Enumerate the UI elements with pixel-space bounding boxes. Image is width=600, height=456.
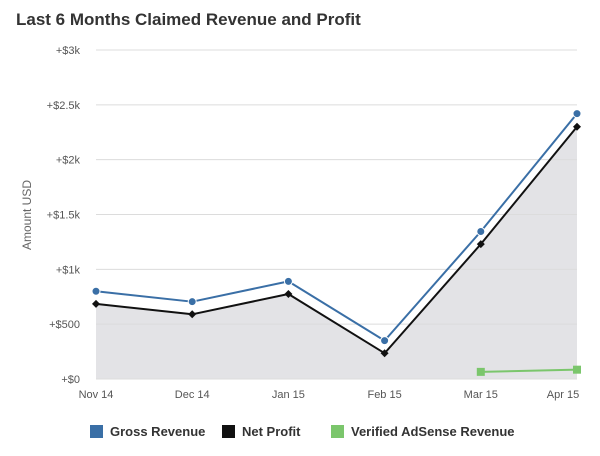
legend-label: Verified AdSense Revenue	[351, 424, 515, 439]
x-tick-label: Mar 15	[464, 389, 498, 401]
net-profit-point	[476, 240, 485, 249]
gross-revenue-point	[572, 109, 582, 119]
y-tick-label: +$2k	[56, 155, 81, 167]
x-tick-label: Feb 15	[367, 389, 401, 401]
x-tick-label: Dec 14	[175, 389, 210, 401]
legend-item[interactable]: Net Profit	[222, 424, 301, 439]
gross-revenue-point	[283, 276, 293, 286]
x-tick-label: Nov 14	[79, 389, 114, 401]
gross-revenue-point	[476, 226, 486, 236]
y-tick-label: +$2.5k	[47, 100, 81, 112]
net-profit-point	[380, 349, 389, 358]
net-profit-point	[92, 299, 100, 308]
net-profit-point	[284, 290, 293, 299]
verified-adsense-revenue-point	[573, 365, 581, 374]
y-tick-label: +$3k	[56, 45, 81, 57]
chart-title: Last 6 Months Claimed Revenue and Profit	[16, 10, 361, 29]
legend-label: Net Profit	[242, 424, 301, 439]
y-axis-label: Amount USD	[20, 180, 34, 250]
area-layer	[96, 126, 577, 380]
y-tick-label: +$1.5k	[47, 210, 81, 222]
legend-swatch	[331, 425, 344, 438]
x-tick-label: Apr 15	[547, 389, 579, 401]
legend-swatch	[222, 425, 235, 438]
y-tick-label: +$500	[49, 319, 80, 331]
legend-item[interactable]: Gross Revenue	[90, 424, 205, 439]
series-layer	[91, 109, 582, 376]
net-profit-area	[96, 126, 577, 380]
net-profit-line	[95, 126, 578, 355]
y-tick-label: +$1k	[56, 264, 81, 276]
verified-adsense-revenue-point	[476, 367, 485, 376]
gross-revenue-point	[380, 336, 390, 346]
tick-layer: +$0 +$500 +$1k +$1.5k +$2k +$2.5k +$3k Nov 14 De…	[47, 45, 580, 401]
legend-item[interactable]: Verified AdSense Revenue	[331, 424, 515, 439]
y-tick-label: +$0	[61, 374, 80, 386]
gross-revenue-point	[187, 297, 197, 307]
gross-revenue-line	[95, 112, 578, 342]
gross-revenue-point	[91, 286, 101, 296]
net-profit-point	[573, 122, 581, 131]
x-tick-label: Jan 15	[272, 389, 305, 401]
legend-swatch	[90, 425, 103, 438]
verified-adsense-revenue-line	[480, 368, 578, 373]
legend-label: Gross Revenue	[110, 424, 206, 439]
net-profit-point	[188, 310, 197, 319]
legend: Gross Revenue Net Profit Verified AdSense …	[0, 424, 600, 444]
